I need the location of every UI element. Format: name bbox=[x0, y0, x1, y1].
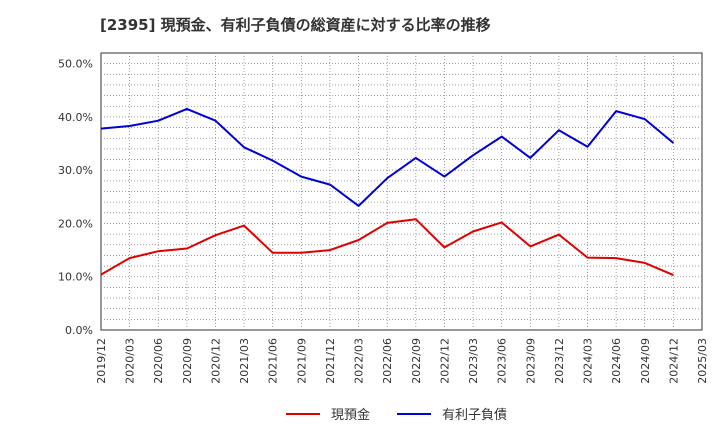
y-tick-label: 40.0% bbox=[58, 111, 93, 124]
x-tick-label: 2022/12 bbox=[438, 338, 451, 384]
x-tick-label: 2020/03 bbox=[124, 338, 137, 384]
series-line-0 bbox=[100, 218, 674, 277]
x-tick-label: 2020/09 bbox=[181, 338, 194, 384]
legend-label-0: 現預金 bbox=[331, 407, 370, 423]
x-tick-label: 2025/03 bbox=[696, 338, 709, 384]
x-tick-label: 2024/09 bbox=[639, 338, 652, 384]
legend-label-1: 有利子負債 bbox=[442, 408, 507, 423]
series-group bbox=[100, 107, 675, 277]
x-tick-label: 2021/03 bbox=[238, 338, 251, 384]
axes: 0.0% 10.0% 20.0% 30.0% 40.0% 50.0% 2019/12 2020… bbox=[58, 58, 709, 384]
y-tick-label: 10.0% bbox=[58, 271, 93, 284]
x-tick-label: 2021/12 bbox=[324, 338, 337, 384]
x-tick-label: 2024/03 bbox=[582, 338, 595, 384]
x-tick-label: 2024/12 bbox=[667, 338, 680, 384]
legend: 現預金 有利子負債 bbox=[286, 407, 507, 423]
x-tick-label: 2023/06 bbox=[496, 338, 509, 384]
x-tick-label: 2020/12 bbox=[209, 338, 222, 384]
x-tick-label: 2023/12 bbox=[553, 338, 566, 384]
y-tick-label: 20.0% bbox=[58, 217, 93, 230]
chart-title: [2395] 現預金、有利子負債の総資産に対する比率の推移 bbox=[100, 16, 491, 34]
x-tick-label: 2020/06 bbox=[152, 338, 165, 384]
x-tick-label: 2022/09 bbox=[410, 338, 423, 384]
y-tick-label: 0.0% bbox=[65, 324, 93, 337]
x-tick-label: 2022/06 bbox=[381, 338, 394, 384]
x-tick-label: 2019/12 bbox=[95, 338, 108, 384]
x-tick-label: 2021/06 bbox=[267, 338, 280, 384]
series-line-1 bbox=[100, 107, 675, 207]
x-tick-label: 2022/03 bbox=[353, 338, 366, 384]
y-tick-label: 30.0% bbox=[58, 164, 93, 177]
x-tick-label: 2023/03 bbox=[467, 338, 480, 384]
grid bbox=[101, 53, 702, 330]
x-tick-label: 2024/06 bbox=[610, 338, 623, 384]
x-tick-label: 2021/09 bbox=[295, 338, 308, 384]
y-tick-label: 50.0% bbox=[58, 58, 93, 71]
x-tick-label: 2023/09 bbox=[524, 338, 537, 384]
